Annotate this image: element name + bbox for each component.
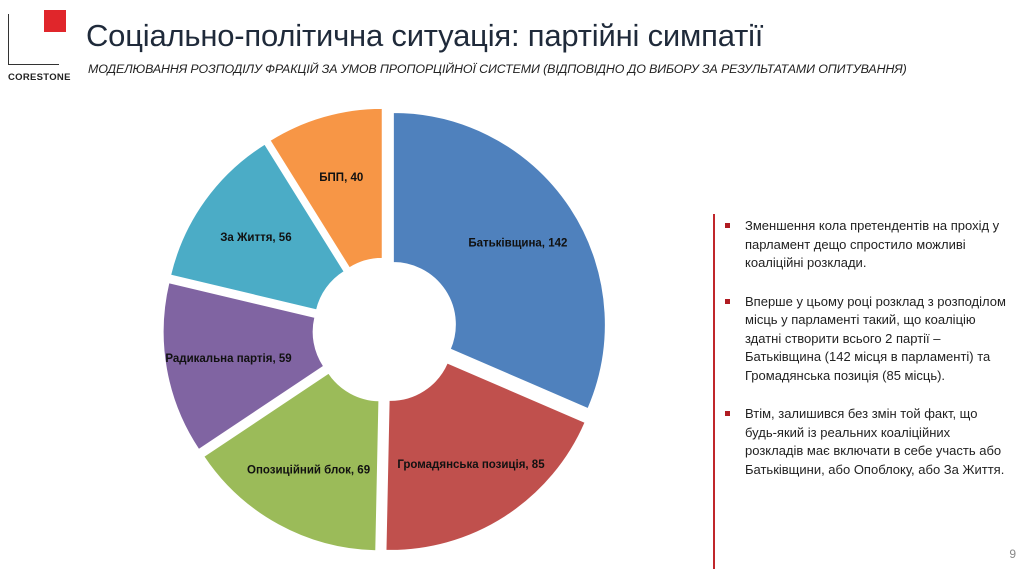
note-text: Зменшення кола претендентів на прохід у … [745, 218, 1000, 270]
slide-title: Соціально-політична ситуація: партійні с… [86, 18, 764, 53]
note-text: Втім, залишився без змін той факт, що бу… [745, 406, 1005, 477]
slice-label: За Життя, 56 [220, 232, 291, 244]
bullet-icon [725, 411, 730, 416]
page-number: 9 [1009, 547, 1016, 561]
logo-frame-shape [8, 14, 59, 65]
slice-label: БПП, 40 [319, 172, 363, 184]
donut-slice [203, 372, 380, 552]
corestone-logo: CORESTONE [8, 10, 70, 86]
note-item: Зменшення кола претендентів на прохід у … [725, 217, 1007, 273]
slice-label: Радикальна партія, 59 [165, 353, 291, 365]
donut-slice [392, 112, 606, 410]
logo-text: CORESTONE [8, 72, 71, 83]
notes-divider-line [713, 214, 715, 569]
donut-slice [269, 107, 383, 269]
slice-label: Опозиційний блок, 69 [247, 464, 370, 476]
note-item: Вперше у цьому році розклад з розподілом… [725, 293, 1007, 386]
slice-label: Батьківщина, 142 [468, 238, 567, 250]
slide-subtitle: МОДЕЛЮВАННЯ РОЗПОДІЛУ ФРАКЦІЙ ЗА УМОВ ПР… [88, 62, 907, 76]
bullet-icon [725, 298, 730, 304]
logo-red-square [44, 10, 66, 32]
notes-list: Зменшення кола претендентів на прохід у … [725, 217, 1007, 499]
slice-label: Громадянська позиція, 85 [397, 459, 545, 471]
donut-slice [162, 282, 325, 451]
note-item: Втім, залишився без змін той факт, що бу… [725, 405, 1007, 479]
donut-slice [170, 143, 345, 311]
bullet-icon [725, 223, 730, 228]
donut-slice [385, 362, 586, 551]
note-text: Вперше у цьому році розклад з розподілом… [745, 293, 1006, 383]
